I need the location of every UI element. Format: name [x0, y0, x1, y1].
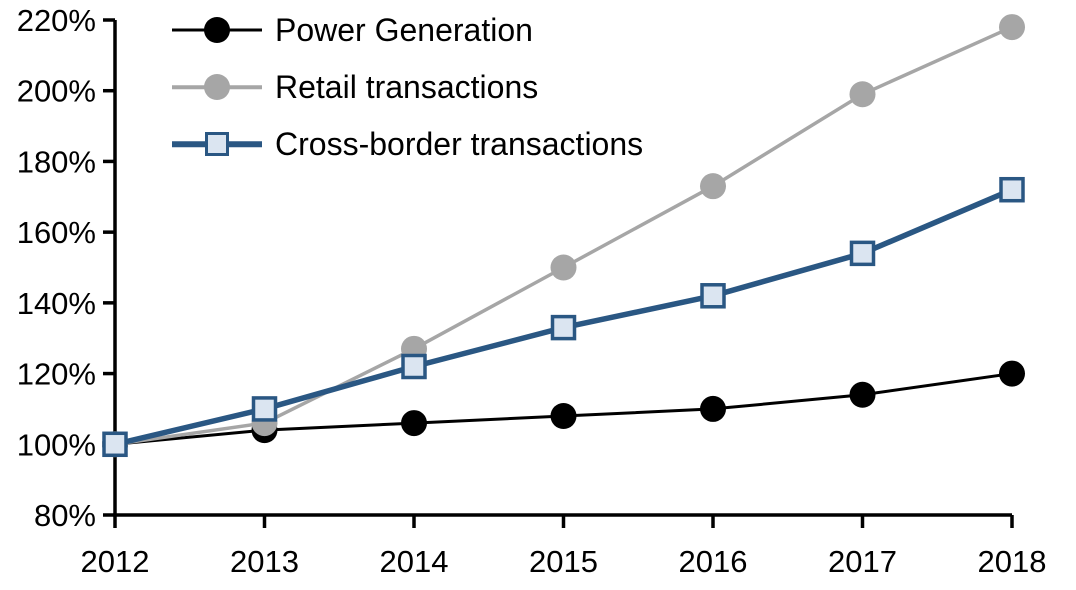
data-point-power-generation-2018	[999, 360, 1025, 387]
y-tick-label: 160%	[17, 215, 96, 250]
x-tick-label: 2017	[828, 544, 897, 579]
data-point-cross-border-transactions-2013	[251, 396, 278, 422]
data-point-retail-transactions-2015	[550, 254, 577, 281]
data-point-retail-transactions-2017	[849, 81, 876, 108]
x-tick-label: 2013	[230, 544, 299, 579]
legend: Power Generation Retail transactions Cro…	[172, 12, 643, 162]
y-tick-label: 140%	[17, 286, 96, 321]
legend-label-power-generation: Power Generation	[275, 12, 533, 48]
data-point-retail-transactions-2016	[700, 173, 726, 200]
circle-marker-icon	[204, 17, 230, 43]
y-tick-label: 100%	[17, 427, 96, 462]
data-point-cross-border-transactions-2015	[550, 314, 577, 341]
circle-marker-icon	[204, 74, 230, 100]
square-marker-icon	[205, 132, 229, 156]
x-tick-label: 2018	[978, 544, 1047, 579]
data-point-power-generation-2014	[401, 410, 427, 437]
legend-label-cross-border-transactions: Cross-border transactions	[275, 126, 644, 162]
data-point-power-generation-2016	[700, 395, 726, 422]
legend-marker-cross-border-transactions	[172, 129, 262, 159]
legend-marker-retail-transactions	[172, 72, 262, 102]
y-tick-label: 80%	[34, 498, 96, 533]
legend-item-power-generation: Power Generation	[172, 12, 643, 48]
data-point-retail-transactions-2018	[999, 14, 1025, 41]
data-point-cross-border-transactions-2017	[849, 240, 876, 267]
legend-marker-power-generation	[172, 15, 262, 45]
x-tick-label: 2015	[529, 544, 598, 579]
x-tick-label: 2012	[81, 544, 150, 579]
y-tick-label: 200%	[17, 74, 96, 109]
legend-item-retail-transactions: Retail transactions	[172, 69, 643, 105]
y-tick-label: 180%	[17, 144, 96, 179]
x-tick-label: 2016	[679, 544, 748, 579]
x-tick-label: 2014	[380, 544, 449, 579]
y-tick-label: 120%	[17, 357, 96, 392]
data-point-cross-border-transactions-2018	[999, 176, 1025, 203]
data-point-power-generation-2015	[550, 403, 577, 429]
legend-label-retail-transactions: Retail transactions	[275, 69, 539, 105]
y-tick-label: 220%	[17, 3, 96, 38]
legend-item-cross-border-transactions: Cross-border transactions	[172, 126, 643, 162]
data-point-cross-border-transactions-2014	[401, 353, 427, 380]
data-point-cross-border-transactions-2016	[700, 283, 726, 309]
data-point-power-generation-2017	[849, 381, 876, 408]
data-point-cross-border-transactions-2012	[102, 431, 128, 458]
